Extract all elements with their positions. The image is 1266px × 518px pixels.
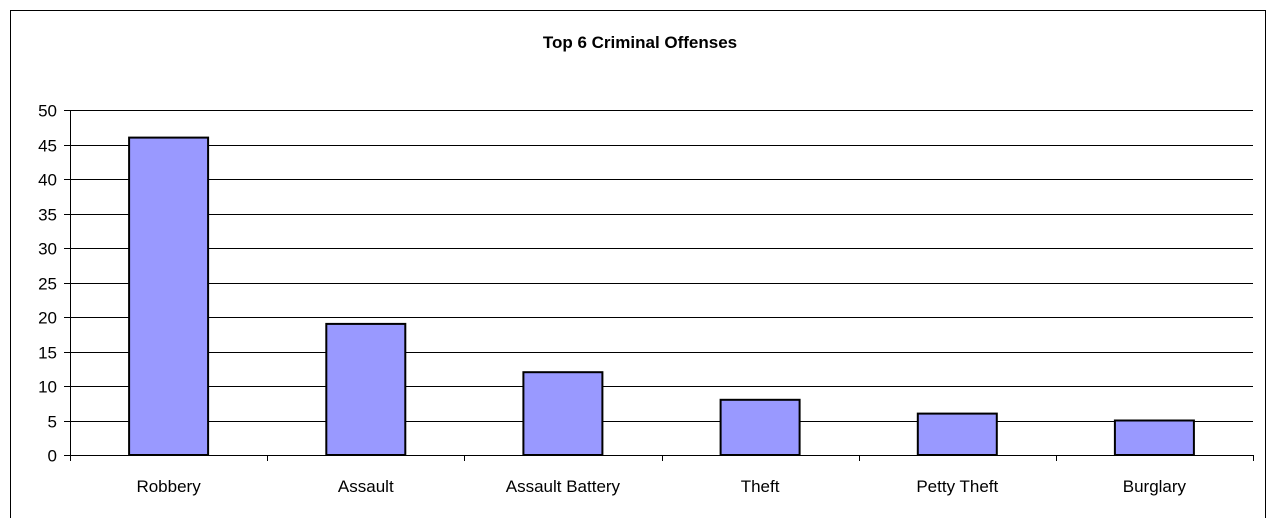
- y-tick-label: 15: [38, 344, 57, 363]
- chart-frame: [10, 10, 1266, 518]
- bar-robbery: [128, 136, 210, 456]
- y-tick-label: 5: [48, 413, 57, 432]
- x-category-label: Petty Theft: [916, 477, 998, 496]
- x-category-label: Assault Battery: [506, 477, 621, 496]
- bar-theft: [719, 398, 801, 456]
- y-tick-label: 40: [38, 171, 57, 190]
- y-tick-label: 45: [38, 137, 57, 156]
- bar-burglary: [1113, 419, 1195, 456]
- x-category-label: Assault: [338, 477, 394, 496]
- y-tick-label: 50: [38, 102, 57, 121]
- y-tick-label: 35: [38, 206, 57, 225]
- bar-petty-theft: [916, 412, 998, 457]
- bar-assault-battery: [522, 371, 604, 457]
- gridlines: [70, 110, 1253, 422]
- y-tick-label: 10: [38, 378, 57, 397]
- x-category-label: Theft: [741, 477, 780, 496]
- axes: [64, 110, 1254, 461]
- x-category-label: Robbery: [136, 477, 201, 496]
- y-tick-label: 20: [38, 309, 57, 328]
- y-tick-labels: 0 5 10 15 20 25 30 35 40 45 50: [38, 102, 57, 466]
- bars: [128, 136, 1195, 457]
- y-tick-label: 25: [38, 275, 57, 294]
- y-tick-label: 30: [38, 240, 57, 259]
- x-category-label: Burglary: [1123, 477, 1187, 496]
- y-tick-label: 0: [48, 447, 57, 466]
- chart-title: Top 6 Criminal Offenses: [543, 33, 737, 52]
- x-category-labels: Robbery Assault Assault Battery Theft Petty …: [136, 477, 1186, 496]
- bar-assault: [325, 322, 407, 456]
